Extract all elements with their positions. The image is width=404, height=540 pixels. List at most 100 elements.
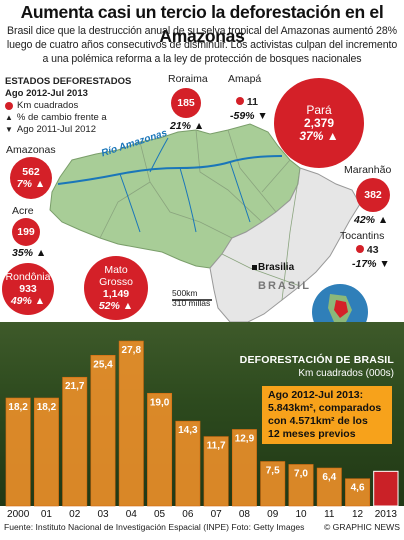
annotation-line2: 5.843km², comparados xyxy=(268,402,382,414)
para-name: Pará xyxy=(306,102,332,117)
bar-chart-area: 18,2 2000 18,2 01 21,7 02 25,4 03 27,8 04 19,0 05 14… xyxy=(0,322,404,520)
x-tick-01: 01 xyxy=(41,509,53,520)
state-borders xyxy=(99,129,301,301)
bar-chart-svg: 18,2 2000 18,2 01 21,7 02 25,4 03 27,8 04 19,0 05 14… xyxy=(0,340,404,520)
x-tick-12: 12 xyxy=(352,509,364,520)
x-tick-05: 05 xyxy=(154,509,166,520)
x-tick-09: 09 xyxy=(267,509,279,520)
roraima-pct: 21% ▲ xyxy=(170,120,205,132)
acre-bubble: 199 xyxy=(12,218,40,246)
country-label: BRASIL xyxy=(258,280,311,292)
amazonas-pct: 7% ▲ xyxy=(16,178,46,190)
legend-pct-label: % de cambio frente a xyxy=(16,112,107,123)
legend-title: Estados deforestados xyxy=(5,76,132,87)
map xyxy=(0,72,404,340)
para-value: 2,379 xyxy=(303,115,335,130)
legend-km-row: Km cuadrados xyxy=(5,100,165,112)
scale-mi: 310 millas xyxy=(172,298,211,308)
annotation-box: Ago 2012-Jul 2013: 5.843km², comparados … xyxy=(262,386,392,444)
rondonia-pct: 49% ▲ xyxy=(10,295,46,307)
bar-value-label-08: 12,9 xyxy=(235,433,255,444)
bar-value-label-06: 14,3 xyxy=(178,425,198,436)
bar-value-label-07: 11,7 xyxy=(207,441,226,452)
river-tributaries xyxy=(119,137,251,233)
legend: Estados deforestados Ago 2012-Jul 2013 K… xyxy=(5,76,165,136)
scale-km: 500km xyxy=(172,288,198,298)
maranhao-name: Maranhão xyxy=(344,164,392,176)
bar-value-label-11: 6,4 xyxy=(322,472,336,483)
legend-pct-row: ▲% de cambio frente a xyxy=(5,112,165,124)
brazil-map-svg xyxy=(49,123,368,340)
maranhao-pct: 42% ▲ xyxy=(354,214,389,226)
triangle-icon: ▲ xyxy=(5,113,13,122)
bar-value-label-03: 25,4 xyxy=(93,359,113,370)
bar-10 xyxy=(288,464,314,507)
para-pct: 37% ▲ xyxy=(299,128,339,143)
maranhao-bubble: 382 xyxy=(356,178,390,212)
roraima-name: Roraima xyxy=(168,73,208,85)
capital-label: Brasilia xyxy=(258,262,295,273)
bar-11 xyxy=(316,467,342,507)
bar-08 xyxy=(231,429,257,507)
bar-05 xyxy=(147,392,173,507)
annotation-line4: 12 meses previos xyxy=(268,428,356,440)
intro-text: Brasil dice que la destrucción anual de … xyxy=(6,25,398,65)
x-tick-07: 07 xyxy=(211,509,223,520)
x-tick-03: 03 xyxy=(97,509,109,520)
bar-value-label-2000: 18,2 xyxy=(8,402,28,413)
rondonia-bubble: Rondônia 933 49% ▲ xyxy=(2,263,54,315)
page-title: Aumenta casi un tercio la deforestación … xyxy=(20,2,384,46)
bar-06 xyxy=(175,420,201,507)
annotation-line1: Ago 2012-Jul 2013: xyxy=(268,389,364,401)
amapa-name: Amapá xyxy=(228,73,262,85)
bar-value-label-10: 7,0 xyxy=(294,468,308,479)
roraima-value: 185 xyxy=(177,97,195,109)
capital-marker xyxy=(252,265,257,270)
chart-title: Deforestación de Brasil xyxy=(239,354,394,366)
x-tick-2000: 2000 xyxy=(7,509,30,520)
amapa-value: 11 xyxy=(236,96,258,108)
mato-grosso-name: Mato Grosso xyxy=(99,264,133,288)
tocantins-value: 43 xyxy=(356,244,379,256)
x-tick-11: 11 xyxy=(324,509,335,520)
amazonas-bubble: 562 7% ▲ xyxy=(10,157,52,199)
bar-value-label-12: 4,6 xyxy=(351,483,365,494)
legend-pct-period: Ago 2011-Jul 2012 xyxy=(16,124,96,135)
mato-grosso-pct: 52% ▲ xyxy=(98,300,134,312)
bar-03 xyxy=(90,354,116,507)
tocantins-pct: -17% ▼ xyxy=(352,258,390,270)
bar-02 xyxy=(62,376,88,507)
x-tick-10: 10 xyxy=(295,509,307,520)
credit-text: © GRAPHIC NEWS xyxy=(323,522,400,532)
x-tick-06: 06 xyxy=(182,509,194,520)
amazonas-value: 562 xyxy=(22,166,40,178)
x-tick-08: 08 xyxy=(239,509,251,520)
legend-pct-period-row: ▼ Ago 2011-Jul 2012 xyxy=(5,124,165,136)
source-text: Fuente: Instituto Nacional de Investigac… xyxy=(4,522,305,532)
x-tick-2013: 2013 xyxy=(375,509,398,520)
bar-value-label-02: 21,7 xyxy=(65,381,85,392)
bar-2013 xyxy=(373,470,399,507)
rondonia-value: 933 xyxy=(19,283,37,295)
amazonas-name: Amazonas xyxy=(6,144,56,156)
bar-07 xyxy=(203,436,229,507)
globe-brazil-highlight xyxy=(334,300,348,318)
tocantins-name: Tocantins xyxy=(340,230,385,242)
maranhao-value: 382 xyxy=(364,189,382,201)
bar-value-label-05: 19,0 xyxy=(150,397,170,408)
scale-label: 500km 310 millas xyxy=(172,288,210,308)
legend-km-label: Km cuadrados xyxy=(17,100,79,111)
annotation-line3: con 4.571km² de los xyxy=(268,415,368,427)
bar-12 xyxy=(345,478,371,507)
bar-value-label-01: 18,2 xyxy=(37,402,57,413)
bar-09 xyxy=(260,461,286,507)
triangle-down-icon: ▼ xyxy=(5,125,13,134)
x-tick-02: 02 xyxy=(69,509,81,520)
roraima-bubble: 185 xyxy=(171,88,201,118)
bar-04 xyxy=(118,340,144,507)
para-bubble: Pará 2,379 37% ▲ xyxy=(274,78,364,168)
red-dot-icon xyxy=(5,102,13,110)
mato-grosso-bubble: Mato Grosso 1,149 52% ▲ xyxy=(84,256,148,320)
x-axis-strip xyxy=(0,506,404,520)
